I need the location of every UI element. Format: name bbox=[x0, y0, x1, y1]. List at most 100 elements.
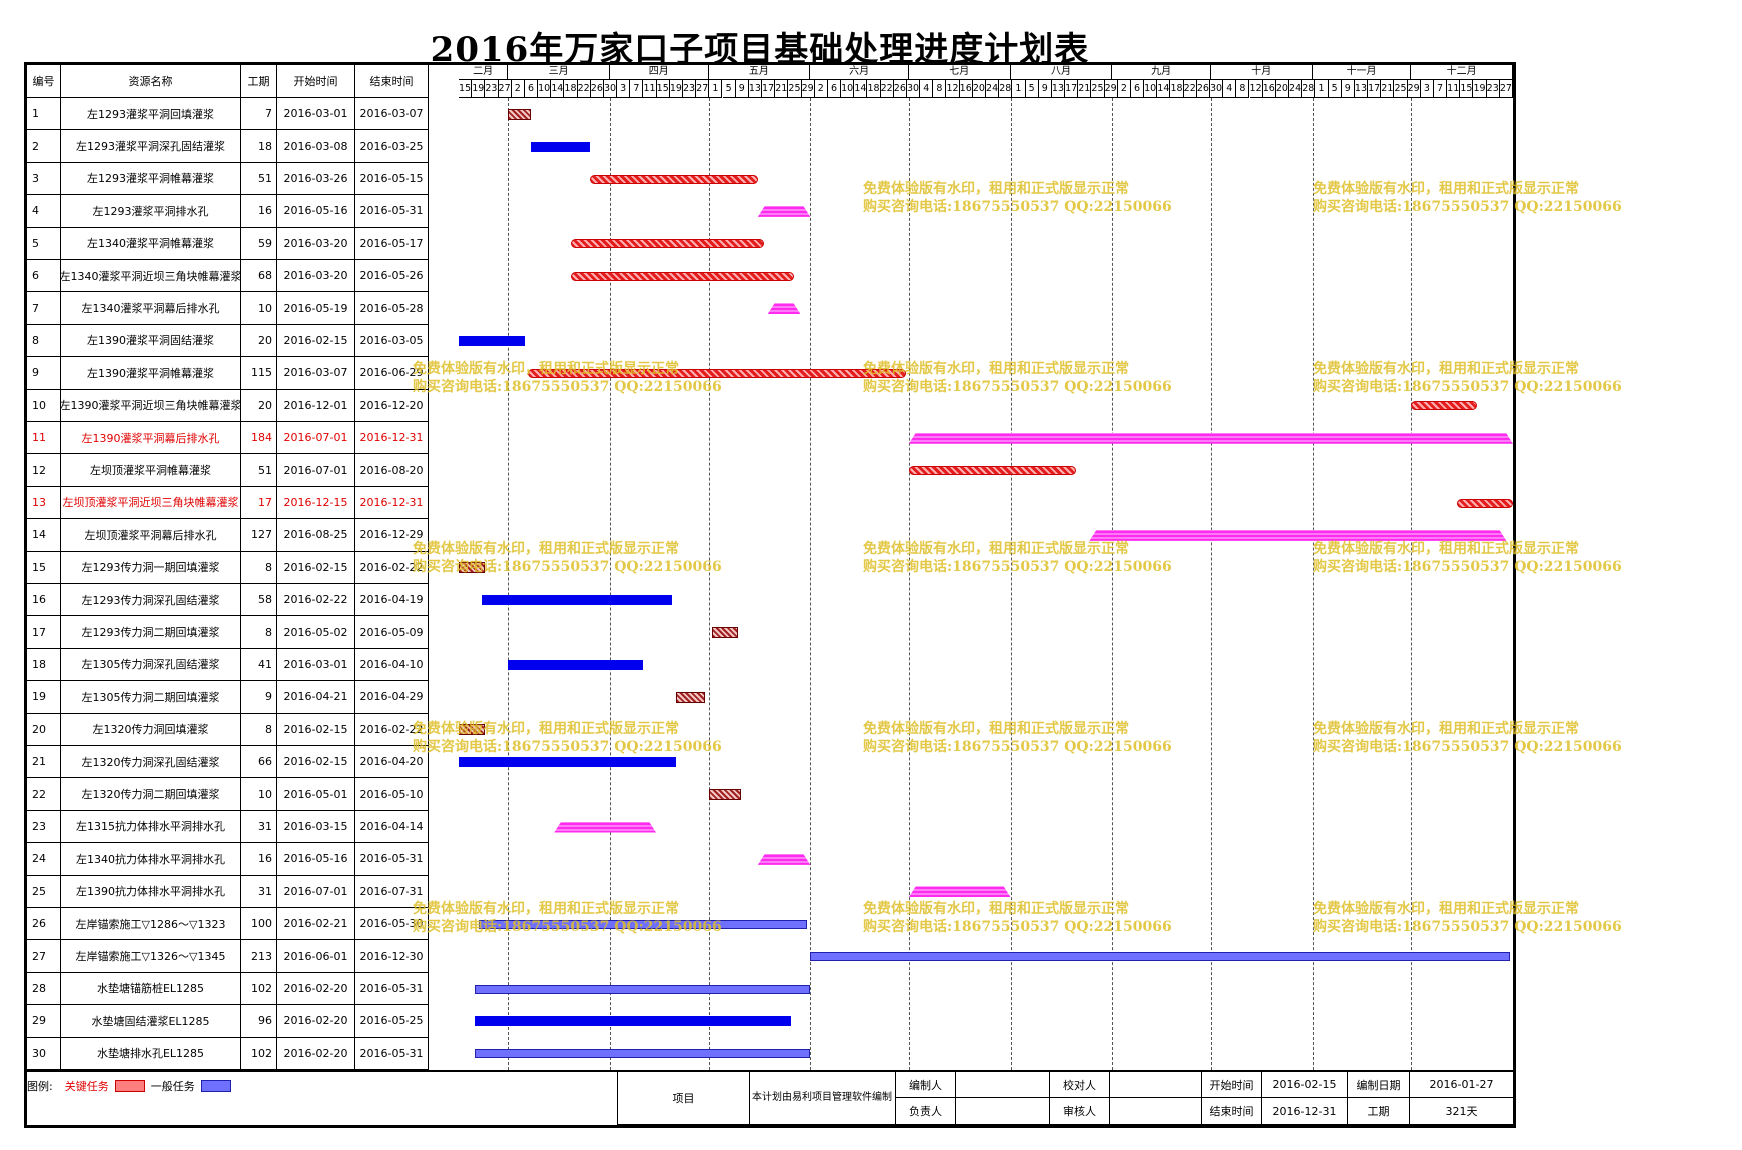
task-bar-29[interactable] bbox=[475, 1016, 791, 1027]
row-21-start: 2016-02-15 bbox=[277, 746, 355, 779]
task-bar-19[interactable] bbox=[675, 691, 706, 703]
header-duration: 工期 bbox=[241, 65, 277, 98]
row-8-end: 2016-03-05 bbox=[355, 324, 429, 358]
row-13-dur: 17 bbox=[241, 486, 277, 520]
compiler-label: 编制人 bbox=[895, 1072, 955, 1098]
day-tick-label: 5 bbox=[1025, 80, 1039, 98]
day-tick-label: 10 bbox=[1144, 80, 1158, 98]
task-bar-2[interactable] bbox=[531, 141, 591, 152]
day-tick-label: 18 bbox=[1170, 80, 1184, 98]
day-tick-label: 7 bbox=[1433, 80, 1448, 98]
row-20-dur: 8 bbox=[241, 713, 277, 746]
task-bar-22[interactable] bbox=[708, 789, 742, 801]
row-30-id: 30 bbox=[27, 1037, 61, 1070]
task-bar-16[interactable] bbox=[481, 595, 673, 606]
day-tick-label: 19 bbox=[472, 80, 486, 98]
day-tick-label: 10 bbox=[841, 80, 855, 98]
row-2-end: 2016-03-25 bbox=[355, 130, 429, 163]
row-7-id: 7 bbox=[27, 292, 61, 325]
watermark-line2: 购买咨询电话:18675550537 QQ:22150066 bbox=[413, 739, 722, 755]
task-bar-25[interactable] bbox=[909, 886, 1011, 897]
row-7-name: 左1340灌浆平洞幕后排水孔 bbox=[61, 292, 241, 325]
compiler-value bbox=[955, 1072, 1049, 1098]
row-11-start: 2016-07-01 bbox=[277, 422, 355, 455]
day-tick-label: 23 bbox=[485, 80, 499, 98]
task-bar-21[interactable] bbox=[459, 757, 676, 768]
task-bar-27[interactable] bbox=[810, 952, 1510, 962]
task-bar-9[interactable] bbox=[527, 368, 906, 378]
month-divider bbox=[610, 98, 612, 1070]
end-label: 结束时间 bbox=[1201, 1098, 1261, 1125]
task-bar-30[interactable] bbox=[475, 1049, 811, 1059]
task-bar-8[interactable] bbox=[459, 336, 525, 346]
month-label: 四月 bbox=[610, 65, 709, 80]
day-tick-label: 30 bbox=[1209, 80, 1224, 98]
watermark: 免费体验版有水印，租用和正式版显示正常 购买咨询电话:18675550537 QQ… bbox=[413, 900, 722, 936]
month-label: 八月 bbox=[1010, 65, 1113, 80]
compile-date-label: 编制日期 bbox=[1347, 1072, 1409, 1098]
task-bar-12[interactable] bbox=[908, 466, 1077, 476]
row-16-name: 左1293传力洞深孔固结灌浆 bbox=[61, 584, 241, 617]
day-tick-label: 5 bbox=[722, 80, 736, 98]
row-17-id: 17 bbox=[27, 616, 61, 649]
row-9-start: 2016-03-07 bbox=[277, 357, 355, 390]
row-9-name: 左1390灌浆平洞帷幕灌浆 bbox=[61, 357, 241, 390]
row-25-id: 25 bbox=[27, 875, 61, 908]
header-start: 开始时间 bbox=[277, 65, 355, 98]
legend-label: 图例: bbox=[27, 1079, 53, 1093]
day-tick-label: 13 bbox=[748, 80, 763, 98]
row-21-dur: 66 bbox=[241, 746, 277, 779]
task-bar-4[interactable] bbox=[758, 206, 811, 217]
task-bar-15[interactable] bbox=[459, 562, 486, 574]
row-14-dur: 127 bbox=[241, 519, 277, 552]
day-tick-label: 6 bbox=[827, 80, 842, 98]
task-bar-23[interactable] bbox=[554, 822, 656, 833]
legend-critical-swatch bbox=[114, 1079, 145, 1092]
row-20-start: 2016-02-15 bbox=[277, 713, 355, 746]
row-7-dur: 10 bbox=[241, 292, 277, 325]
task-bar-7[interactable] bbox=[768, 303, 801, 314]
day-tick-label: 7 bbox=[630, 80, 644, 98]
task-bar-13[interactable] bbox=[1457, 498, 1513, 508]
task-bar-6[interactable] bbox=[570, 271, 794, 281]
row-25-start: 2016-07-01 bbox=[277, 875, 355, 908]
row-30-name: 水垫塘排水孔EL1285 bbox=[61, 1037, 241, 1070]
task-bar-26[interactable] bbox=[478, 919, 808, 929]
task-bar-1[interactable] bbox=[508, 108, 532, 120]
row-9-end: 2016-06-29 bbox=[355, 357, 429, 390]
row-8-dur: 20 bbox=[241, 324, 277, 358]
month-divider bbox=[908, 98, 910, 1070]
row-14-end: 2016-12-29 bbox=[355, 519, 429, 552]
row-1-start: 2016-03-01 bbox=[277, 98, 355, 131]
row-23-dur: 31 bbox=[241, 810, 277, 844]
duration-value: 321天 bbox=[1409, 1098, 1513, 1125]
task-bar-28[interactable] bbox=[475, 984, 811, 994]
task-bar-3[interactable] bbox=[590, 174, 758, 184]
task-bar-14[interactable] bbox=[1089, 530, 1506, 541]
row-3-end: 2016-05-15 bbox=[355, 162, 429, 196]
row-21-name: 左1320传力洞深孔固结灌浆 bbox=[61, 746, 241, 779]
day-tick-label: 25 bbox=[1091, 80, 1105, 98]
task-bar-10[interactable] bbox=[1411, 401, 1477, 411]
row-16-start: 2016-02-22 bbox=[277, 584, 355, 617]
day-tick-label: 11 bbox=[1447, 80, 1461, 98]
row-23-end: 2016-04-14 bbox=[355, 810, 429, 844]
row-3-name: 左1293灌浆平洞帷幕灌浆 bbox=[61, 162, 241, 196]
task-bar-11[interactable] bbox=[909, 433, 1513, 444]
header-name: 资源名称 bbox=[61, 65, 241, 98]
day-tick-label: 17 bbox=[762, 80, 776, 98]
task-bar-20[interactable] bbox=[459, 724, 486, 736]
row-26-end: 2016-05-30 bbox=[355, 908, 429, 941]
row-14-start: 2016-08-25 bbox=[277, 519, 355, 552]
row-22-dur: 10 bbox=[241, 778, 277, 811]
row-11-name: 左1390灌浆平洞幕后排水孔 bbox=[61, 422, 241, 455]
month-divider bbox=[508, 98, 510, 1070]
row-4-end: 2016-05-31 bbox=[355, 195, 429, 228]
row-28-id: 28 bbox=[27, 972, 61, 1006]
task-bar-24[interactable] bbox=[758, 854, 811, 865]
row-13-end: 2016-12-31 bbox=[355, 486, 429, 520]
month-label: 二月 bbox=[459, 65, 509, 80]
task-bar-5[interactable] bbox=[570, 239, 765, 249]
task-bar-17[interactable] bbox=[711, 627, 739, 639]
task-bar-18[interactable] bbox=[508, 660, 643, 670]
